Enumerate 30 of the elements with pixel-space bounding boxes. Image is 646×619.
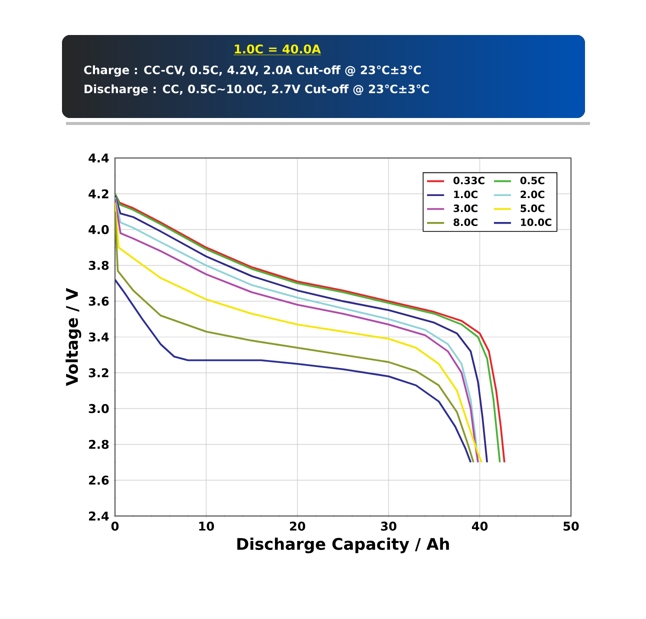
y-tick-label: 3.2 (88, 368, 108, 378)
text: Discharge : CC, 0.5C~10.0C, 2.7V Cut-off @ 23℃±3℃ (84, 84, 429, 96)
y-tick-label: 3.8 (88, 260, 109, 270)
chart-title: 1.0C = 40.0A (234, 44, 321, 54)
legend-label: 0.5C (520, 176, 544, 184)
y-tick-label: 2.6 (89, 476, 109, 485)
y-tick-label: 3.6 (88, 296, 109, 306)
x-tick-label: 40 (472, 522, 488, 531)
x-tick-label: 10 (199, 522, 214, 531)
legend-label: 3.0C (454, 204, 478, 212)
x-tick-label: 50 (564, 522, 579, 531)
y-tick-label: 2.8 (89, 440, 109, 449)
x-tick-label: 20 (290, 522, 306, 531)
legend-label: 10.0C (521, 218, 552, 226)
x-tick-label: 0 (111, 522, 119, 531)
y-tick-label: 2.4 (89, 512, 109, 520)
y-tick-label: 3.4 (88, 332, 109, 342)
legend-label: 8.0C (454, 218, 478, 226)
legend-label: 2.0C (520, 190, 544, 198)
legend-label: 0.33C (454, 176, 484, 184)
y-axis-title: Voltage / V (66, 288, 82, 386)
y-tick-label: 4.2 (88, 189, 108, 198)
legend-label: 1.0C (454, 190, 478, 198)
x-axis-title: Discharge Capacity / Ah (237, 538, 449, 554)
y-tick-label: 4.0 (88, 225, 109, 234)
x-tick-label: 30 (381, 522, 396, 531)
y-tick-label: 4.4 (88, 154, 109, 162)
text: Charge : CC-CV, 0.5C, 4.2V, 2.0A Cut-off @ 23℃±3℃ (84, 65, 421, 77)
y-tick-label: 3.0 (88, 404, 109, 414)
legend-label: 5.0C (520, 204, 544, 212)
